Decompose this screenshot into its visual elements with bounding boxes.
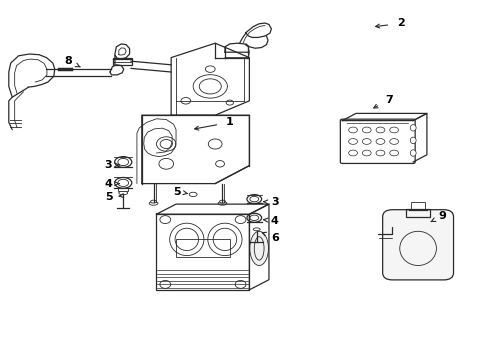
Ellipse shape xyxy=(160,280,170,288)
Ellipse shape xyxy=(249,231,268,266)
Ellipse shape xyxy=(409,125,415,131)
Text: 8: 8 xyxy=(64,56,72,66)
Text: 3: 3 xyxy=(270,197,278,207)
Text: 2: 2 xyxy=(396,18,404,28)
Text: 6: 6 xyxy=(270,233,278,243)
Ellipse shape xyxy=(235,216,245,224)
Ellipse shape xyxy=(219,200,225,203)
Text: 3: 3 xyxy=(104,160,112,170)
Ellipse shape xyxy=(119,191,127,195)
Text: 1: 1 xyxy=(225,117,233,127)
Text: 7: 7 xyxy=(384,95,392,105)
Text: 5: 5 xyxy=(104,192,112,202)
Ellipse shape xyxy=(253,228,260,231)
Ellipse shape xyxy=(218,202,226,205)
FancyBboxPatch shape xyxy=(382,210,453,280)
Ellipse shape xyxy=(150,200,156,203)
Ellipse shape xyxy=(160,216,170,224)
Text: 4: 4 xyxy=(270,216,278,226)
Ellipse shape xyxy=(409,150,415,156)
Text: 4: 4 xyxy=(104,179,112,189)
Ellipse shape xyxy=(189,192,197,197)
Ellipse shape xyxy=(149,202,158,205)
Text: 9: 9 xyxy=(438,211,446,221)
Ellipse shape xyxy=(409,137,415,144)
Text: 5: 5 xyxy=(173,186,181,197)
Ellipse shape xyxy=(235,280,245,288)
FancyBboxPatch shape xyxy=(118,188,128,191)
